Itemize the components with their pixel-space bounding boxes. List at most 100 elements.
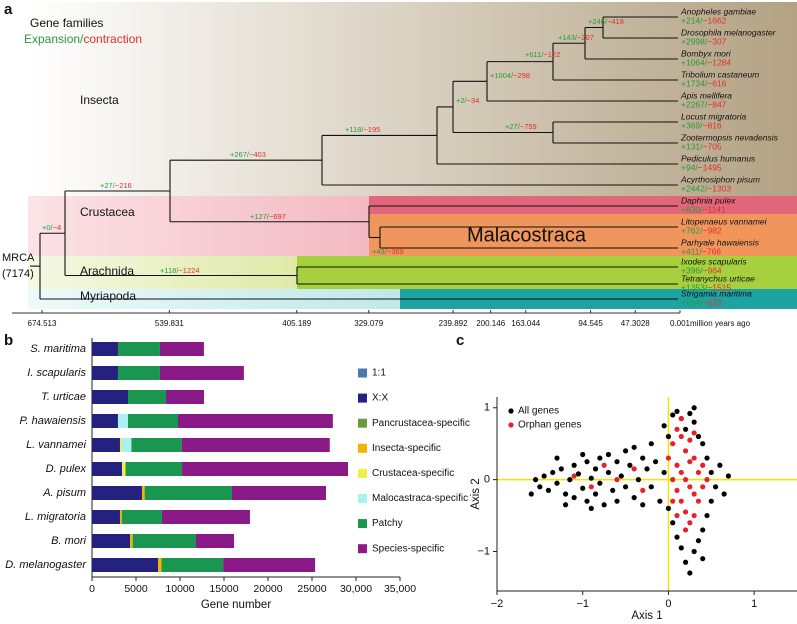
count-label: +2267/−847: [681, 100, 727, 110]
bar-segment: [159, 342, 204, 356]
legend-swatch: [358, 494, 367, 503]
loss-label: −207: [577, 33, 594, 42]
x-tick-label: 30,000: [340, 583, 372, 595]
x-tick-label: 5000: [124, 583, 148, 595]
scatter-point: [580, 485, 586, 491]
bar-segment: [130, 534, 133, 548]
loss-label: −964: [703, 266, 722, 276]
time-tick-label: 405.189: [282, 319, 311, 328]
scatter-point: [695, 498, 702, 504]
count-label: +94/−1495: [681, 163, 722, 173]
loss-label: −982: [703, 226, 722, 236]
scatter-point: [554, 455, 560, 461]
count-label: +664/−523: [681, 298, 722, 308]
clade-label: Crustacea: [80, 205, 135, 219]
bar-segment: [119, 510, 122, 524]
bar-segment: [92, 438, 120, 452]
clade-label: Arachnida: [80, 264, 134, 278]
category-label: P. hawaiensis: [20, 415, 87, 427]
scatter-point: [708, 498, 714, 504]
loss-label: −369: [387, 247, 404, 256]
scatter-point: [717, 462, 723, 468]
time-axis-label: million years ago: [690, 319, 751, 328]
scatter-point: [687, 520, 693, 526]
loss-label: −766: [702, 247, 721, 257]
count-label: +2442/−1303: [681, 184, 731, 194]
scatter-point: [614, 498, 620, 504]
x-tick-label: 15000: [209, 583, 238, 595]
bar-segment: [158, 558, 162, 572]
bar-segment: [127, 414, 178, 428]
loss-label: −418: [607, 17, 624, 26]
legend-marker: [508, 408, 514, 414]
category-label: T. urticae: [41, 391, 86, 403]
x-tick-label: −2: [491, 598, 504, 610]
gain-label: +664/: [681, 298, 703, 308]
x-tick-label: 20000: [253, 583, 282, 595]
scatter-point: [605, 451, 612, 458]
count-label: +118/−1224: [160, 266, 200, 275]
count-label: +214/−1662: [681, 16, 727, 26]
scatter-point: [721, 491, 727, 497]
legend-swatch: [358, 368, 367, 378]
scatter-point: [580, 451, 586, 458]
scatter-point: [678, 498, 684, 504]
bar-segment: [117, 342, 160, 356]
bar-segment: [125, 462, 183, 476]
scatter-point: [700, 484, 706, 490]
gain-label: +118/: [160, 266, 179, 275]
scatter-point: [571, 473, 577, 479]
gain-label: +411/: [681, 247, 703, 257]
gain-label: +1353/: [681, 283, 708, 293]
root-count: (7174): [2, 268, 34, 280]
scatter-point: [618, 473, 624, 479]
scatter-point: [682, 426, 689, 432]
count-label: +369/−816: [681, 121, 722, 131]
loss-label: −298: [513, 71, 530, 80]
gain-label: +143/: [558, 33, 578, 42]
scatter-point: [691, 419, 697, 425]
scatter-point: [631, 444, 637, 450]
x-tick-label: −1: [576, 598, 589, 610]
clade-bands: [28, 2, 797, 309]
count-label: +630/−1141: [681, 205, 726, 215]
loss-label: −1284: [707, 58, 731, 68]
bar-segment: [92, 462, 123, 476]
gain-label: +2998/: [681, 37, 708, 47]
bar-segment: [161, 558, 224, 572]
species-label: Parhyale hawaiensis: [681, 237, 760, 247]
scatter-point: [674, 408, 680, 414]
gain-label: +0/: [42, 223, 54, 232]
species-label: Bombyx mori: [681, 48, 732, 58]
scatter-point: [588, 475, 594, 481]
scatter-point: [687, 410, 693, 417]
scatter-point: [687, 570, 693, 576]
scatter-point: [691, 455, 697, 461]
scatter-point: [640, 502, 646, 508]
category-label: D. melanogaster: [5, 559, 87, 571]
daphnia-band: [369, 196, 797, 214]
panel-label: a: [4, 1, 13, 18]
bar-segment: [159, 366, 244, 380]
scatter-point: [682, 509, 689, 515]
scatter-point: [588, 505, 594, 511]
scatter-point: [674, 426, 680, 432]
scatter-point: [652, 459, 659, 465]
clade-label: Myriapoda: [80, 289, 136, 303]
species-label: Apis mellifera: [680, 90, 732, 100]
bar-segment: [161, 510, 250, 524]
count-label: +143/−207: [558, 33, 594, 42]
bar-segment: [232, 486, 326, 500]
gain-label: +118/: [345, 125, 364, 134]
legend-label: Crustacea-specific: [372, 468, 454, 479]
loss-label: −307: [707, 37, 726, 47]
scatter-point: [678, 433, 684, 440]
species-label: Anopheles gambiae: [680, 6, 756, 16]
bar-segment: [132, 534, 197, 548]
y-tick-label: 0: [484, 474, 490, 486]
scatter-point: [614, 459, 620, 465]
x-tick-label: 1: [751, 598, 757, 610]
count-label: +2998/−307: [681, 37, 727, 47]
scatter-point: [678, 415, 684, 422]
scatter-point: [528, 491, 534, 497]
